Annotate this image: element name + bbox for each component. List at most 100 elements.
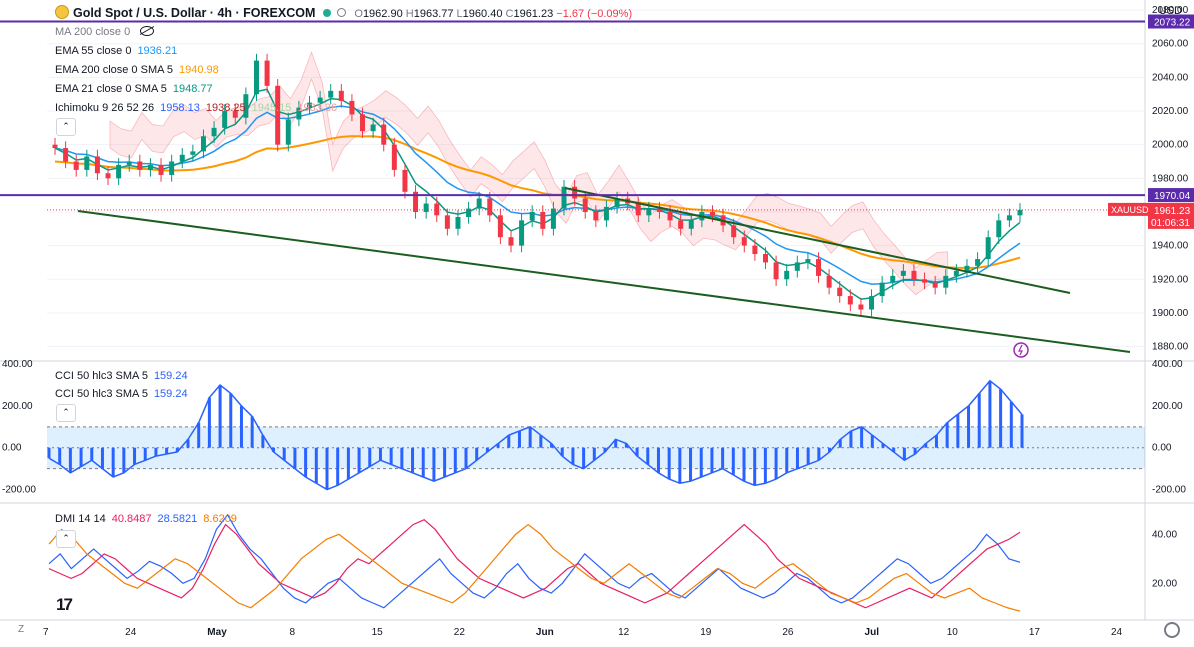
candle-body: [540, 211, 546, 229]
time-tick-label: 15: [372, 627, 384, 638]
cci-tick-label: -200.00: [1152, 485, 1186, 496]
ema55-line: [54, 105, 1021, 285]
ema55-legend[interactable]: EMA 55 close 0 1936.21: [55, 45, 178, 57]
candle-body: [529, 211, 535, 221]
candle-body: [381, 124, 387, 145]
candle-body: [296, 107, 302, 120]
lightning-icon: [1013, 342, 1029, 358]
candle-body: [158, 164, 164, 175]
price-tick-label: 2000.00: [1152, 140, 1189, 151]
price-tick-label: 2060.00: [1152, 39, 1189, 50]
cci-legend-a[interactable]: CCI 50 hlc3 SMA 5 159.24: [55, 370, 188, 382]
candle-body: [94, 156, 100, 174]
time-tick-label: 12: [618, 627, 630, 638]
candle-body: [805, 259, 811, 263]
gear-icon[interactable]: [1164, 622, 1180, 638]
time-tick-label: Jun: [536, 627, 554, 638]
candle-body: [73, 161, 79, 170]
currency-label[interactable]: USD: [1158, 5, 1182, 17]
last-price-tag: [1148, 202, 1194, 229]
alert-ring-icon: [337, 8, 347, 17]
dmi-legend[interactable]: DMI 14 14 40.8487 28.5821 8.6209: [55, 513, 237, 525]
candle-body: [943, 275, 949, 288]
cci-tick-label: 200.00: [1152, 401, 1183, 412]
candle-body: [497, 215, 503, 238]
candle-body: [837, 287, 843, 297]
candle-body: [709, 211, 715, 216]
candle-body: [964, 265, 970, 271]
time-tick-label: Jul: [865, 627, 880, 638]
candle-body: [52, 144, 58, 149]
hidden-eye-icon[interactable]: [140, 26, 155, 36]
cci-tick-label: 400.00: [1152, 359, 1183, 370]
candle-body: [847, 296, 853, 305]
candle-body: [858, 304, 864, 310]
cci-legend-b[interactable]: CCI 50 hlc3 SMA 5 159.24: [55, 388, 188, 400]
candle-body: [879, 282, 885, 297]
gold-coin-icon: [55, 5, 69, 19]
candle-body: [762, 254, 768, 263]
price-tick-label: 2020.00: [1152, 106, 1189, 117]
candle-body: [678, 220, 684, 229]
ma-legend[interactable]: MA 200 close 0: [55, 25, 160, 39]
change-value: −1.67 (−0.09%): [556, 8, 633, 20]
candle-body: [200, 136, 206, 152]
time-tick-label: 26: [782, 627, 794, 638]
candle-body: [784, 270, 790, 280]
upper-trendline: [564, 187, 1071, 294]
candle-body: [137, 161, 143, 170]
candle-body: [487, 198, 493, 216]
candle-body: [275, 85, 281, 145]
ema200-legend[interactable]: EMA 200 close 0 SMA 5 1940.98: [55, 64, 219, 76]
candle-body: [455, 217, 461, 229]
candle-body: [572, 186, 578, 199]
time-tick-label: 8: [289, 627, 295, 638]
cci-line: [48, 379, 1023, 491]
collapse-legend-button[interactable]: ⌃: [56, 118, 76, 136]
candle-body: [211, 127, 217, 137]
ema21-legend[interactable]: EMA 21 close 0 SMA 5 1948.77: [55, 83, 213, 95]
countdown-tag-text: 01:06:31: [1151, 218, 1190, 229]
candle-body: [476, 198, 482, 209]
candle-body: [63, 148, 69, 162]
time-tick-label: 19: [700, 627, 712, 638]
candle-body: [222, 111, 228, 128]
lower-trendline: [77, 210, 1131, 353]
candle-body: [370, 124, 376, 132]
candle-body: [667, 211, 673, 221]
candle-body: [264, 60, 270, 86]
dmi-plus-line: [48, 513, 1021, 609]
candle-body: [402, 169, 408, 192]
symbol-title: Gold Spot / U.S. Dollar · 4h · FOREXCOM: [73, 6, 316, 20]
ichimoku-legend[interactable]: Ichimoku 9 26 52 26 1958.13 1938.25 1945.15…: [55, 102, 338, 114]
dmi-minus-line: [48, 518, 1021, 609]
candle-body: [1006, 215, 1012, 221]
candle-body: [519, 220, 525, 246]
candle-body: [328, 90, 334, 98]
price-tick-label: 1980.00: [1152, 173, 1189, 184]
cci-left-tick-label: 200.00: [2, 401, 33, 412]
time-tick-label: May: [207, 627, 227, 638]
candle-body: [869, 296, 875, 310]
candle-body: [444, 215, 450, 229]
candle-body: [126, 161, 132, 165]
candle-body: [561, 186, 567, 209]
candle-body: [890, 275, 896, 283]
zoom-button[interactable]: Z: [18, 624, 25, 635]
candle-body: [996, 220, 1002, 238]
collapse-dmi-button[interactable]: ⌃: [56, 530, 76, 548]
ticker-tag: [1108, 202, 1148, 216]
candle-body: [434, 203, 440, 216]
candle-body: [169, 161, 175, 175]
open-value: 1962.90: [362, 8, 403, 20]
candle-body: [550, 208, 556, 229]
candle-body: [826, 275, 832, 288]
price-tick-label: 1880.00: [1152, 342, 1189, 353]
candle-body: [922, 279, 928, 283]
candle-body: [985, 237, 991, 260]
tradingview-logo: 17: [56, 595, 73, 614]
collapse-cci-button[interactable]: ⌃: [56, 404, 76, 422]
time-tick-label: 10: [947, 627, 959, 638]
